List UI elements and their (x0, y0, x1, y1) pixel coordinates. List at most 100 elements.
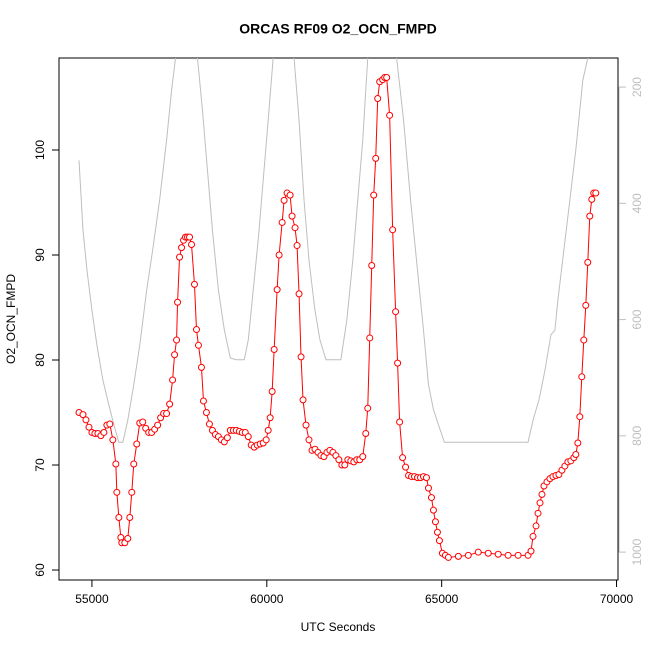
data-point (572, 451, 580, 459)
y-tick-label: 100 (33, 140, 47, 160)
data-point (514, 551, 522, 559)
data-point (427, 494, 435, 502)
data-point (435, 537, 443, 545)
data-point (574, 439, 582, 447)
data-point (188, 240, 196, 248)
data-point (288, 212, 296, 220)
y2-tick-label: 200 (630, 77, 644, 97)
x-axis-label: UTC Seconds (301, 620, 376, 634)
data-point (362, 430, 370, 438)
data-point (586, 212, 594, 220)
data-point (386, 111, 394, 119)
data-point (126, 514, 134, 522)
data-point (270, 346, 278, 354)
y-tick-label: 60 (33, 563, 47, 577)
data-point (368, 261, 376, 269)
data-point (534, 509, 542, 517)
y-tick-label: 70 (33, 458, 47, 472)
x-tick-label: 65000 (425, 592, 459, 606)
data-point (106, 420, 114, 428)
data-point (286, 191, 294, 199)
data-point (429, 506, 437, 514)
data-point (130, 460, 138, 468)
data-point (295, 290, 303, 298)
data-point (370, 191, 378, 199)
data-point (494, 550, 502, 558)
data-point (359, 453, 367, 461)
data-point (374, 95, 382, 103)
y2-tick-label: 400 (630, 193, 644, 213)
data-point (82, 416, 90, 424)
data-point (364, 404, 372, 412)
y2-tick-label: 800 (630, 426, 644, 446)
data-point (79, 411, 87, 419)
data-point (431, 518, 439, 526)
plot-area (75, 58, 600, 561)
data-point (100, 428, 108, 436)
data-point (389, 226, 397, 234)
y-tick-label: 90 (33, 248, 47, 262)
data-point (392, 308, 400, 316)
data-point (163, 410, 171, 418)
data-point (366, 334, 374, 342)
data-point (154, 421, 162, 429)
data-point (273, 286, 281, 294)
data-point (128, 488, 136, 496)
data-point (302, 421, 310, 429)
data-point (299, 396, 307, 404)
data-point (133, 440, 141, 448)
data-point (192, 326, 200, 334)
data-point (580, 336, 588, 344)
x-tick-label: 60000 (250, 592, 284, 606)
data-point (194, 341, 202, 349)
data-point (578, 373, 586, 381)
data-point (186, 233, 194, 241)
data-point (293, 242, 301, 250)
data-point (202, 409, 210, 417)
data-point (268, 388, 276, 396)
data-point (588, 195, 596, 203)
y-axis-label: O2_OCN_FMPD (4, 274, 18, 364)
x-tick-label: 70000 (600, 592, 634, 606)
data-point (174, 298, 182, 306)
data-point (527, 547, 535, 555)
data-point (399, 454, 407, 462)
data-point (166, 400, 174, 408)
data-point (335, 456, 343, 464)
chart-title: ORCAS RF09 O2_OCN_FMPD (239, 21, 437, 37)
data-point (171, 351, 179, 359)
data-point (341, 461, 349, 469)
data-point (173, 336, 181, 344)
data-point (112, 460, 120, 468)
data-point (205, 420, 213, 428)
data-point (474, 548, 482, 556)
data-point (536, 499, 544, 507)
data-point (278, 218, 286, 226)
data-point (538, 490, 546, 498)
plot-frame (58, 57, 619, 581)
data-point (178, 244, 186, 252)
data-point (291, 224, 299, 232)
data-point (582, 301, 590, 309)
data-point (280, 196, 288, 204)
y2-tick-label: 1000 (630, 538, 644, 565)
data-point (264, 426, 272, 434)
data-point (433, 528, 441, 536)
data-point (584, 258, 592, 266)
data-point (124, 535, 132, 543)
data-point (199, 397, 207, 405)
data-point (592, 189, 600, 197)
data-point (396, 418, 404, 426)
y-tick-label: 80 (33, 353, 47, 367)
data-point (115, 514, 123, 522)
data-point (176, 253, 184, 261)
data-point (484, 549, 492, 557)
data-point (262, 436, 270, 444)
secondary-line (78, 58, 589, 443)
data-point (422, 474, 430, 482)
data-point (139, 418, 147, 426)
data-point (297, 353, 305, 361)
data-point (424, 484, 432, 492)
